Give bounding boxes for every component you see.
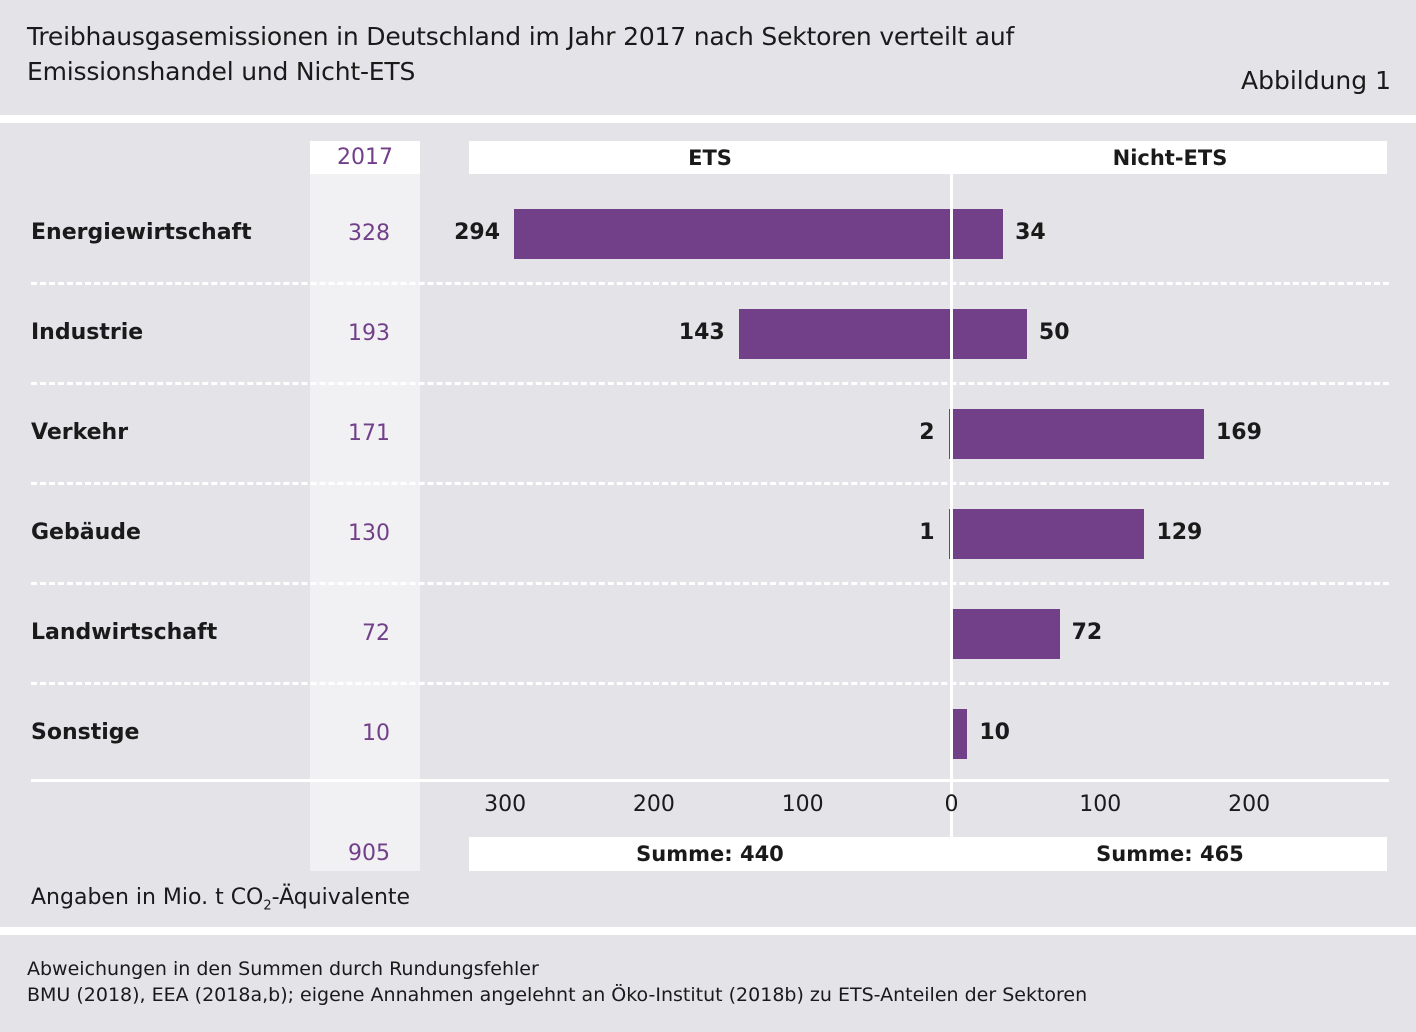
ets-column-header: ETS bbox=[469, 141, 951, 174]
non-ets-bar bbox=[952, 609, 1060, 659]
category-label: Gebäude bbox=[31, 520, 141, 545]
x-tick-label: 200 bbox=[1228, 792, 1271, 817]
unit-note-subscript: 2 bbox=[263, 898, 272, 914]
source-note: BMU (2018), EEA (2018a,b); eigene Annahm… bbox=[27, 984, 1088, 1006]
non-ets-bar bbox=[952, 509, 1145, 559]
row-separator bbox=[31, 682, 1389, 685]
category-total: 171 bbox=[348, 421, 390, 446]
category-label: Energiewirtschaft bbox=[31, 220, 252, 245]
year-column-header: 2017 bbox=[310, 141, 420, 174]
unit-note-prefix: Angaben in Mio. t CO bbox=[31, 885, 264, 910]
ets-bar bbox=[514, 209, 952, 259]
non-ets-bar-value: 34 bbox=[1015, 220, 1046, 245]
total-column-background bbox=[310, 141, 420, 871]
ets-sum: Summe: 440 bbox=[469, 837, 951, 871]
ets-bar bbox=[738, 309, 952, 359]
category-label: Industrie bbox=[31, 320, 144, 345]
row-separator bbox=[31, 282, 1389, 285]
category-label: Verkehr bbox=[31, 420, 129, 445]
category-total: 72 bbox=[362, 621, 390, 646]
ets-bar-value: 294 bbox=[454, 220, 501, 245]
ets-bar-value: 143 bbox=[678, 320, 725, 345]
non-ets-bar bbox=[952, 309, 1027, 359]
x-tick-label: 100 bbox=[1079, 792, 1122, 817]
grand-total-value: 905 bbox=[348, 841, 390, 866]
non-ets-column-header: Nicht-ETS bbox=[953, 141, 1387, 174]
chart-title-line-1: Treibhausgasemissionen in Deutschland im… bbox=[27, 22, 1015, 51]
footer-band bbox=[0, 935, 1416, 1032]
row-separator bbox=[31, 582, 1389, 585]
unit-note-suffix: -Äquivalente bbox=[271, 885, 411, 910]
x-tick-label: 300 bbox=[484, 792, 527, 817]
category-total: 130 bbox=[348, 521, 390, 546]
x-tick-label: 100 bbox=[781, 792, 824, 817]
non-ets-bar-value: 169 bbox=[1215, 420, 1262, 445]
figure-label: Abbildung 1 bbox=[1240, 66, 1391, 95]
ets-bar-value: 2 bbox=[919, 420, 935, 445]
x-tick-label: 0 bbox=[944, 792, 959, 817]
footnote: Abweichungen in den Summen durch Rundung… bbox=[27, 958, 539, 980]
non-ets-bar bbox=[952, 409, 1204, 459]
non-ets-bar-value: 72 bbox=[1071, 620, 1103, 645]
non-ets-bar bbox=[952, 709, 968, 759]
category-label: Sonstige bbox=[31, 720, 140, 745]
category-total: 10 bbox=[362, 721, 390, 746]
non-ets-bar bbox=[952, 209, 1004, 259]
non-ets-bar-value: 50 bbox=[1038, 320, 1070, 345]
category-label: Landwirtschaft bbox=[31, 620, 218, 645]
header-band bbox=[0, 0, 1416, 115]
zero-axis-line bbox=[950, 141, 953, 871]
x-tick-label: 200 bbox=[632, 792, 675, 817]
row-separator bbox=[31, 382, 1389, 385]
non-ets-bar-value: 10 bbox=[979, 720, 1010, 745]
category-total: 328 bbox=[348, 221, 390, 246]
non-ets-sum: Summe: 465 bbox=[953, 837, 1387, 871]
unit-note: Angaben in Mio. t CO2-Äquivalente bbox=[31, 885, 410, 913]
x-axis-line bbox=[31, 779, 1389, 782]
ets-bar-value: 1 bbox=[919, 520, 935, 545]
row-separator bbox=[31, 482, 1389, 485]
chart-title-line-2: Emissionshandel und Nicht-ETS bbox=[27, 57, 416, 86]
non-ets-bar-value: 129 bbox=[1156, 520, 1203, 545]
category-total: 193 bbox=[348, 321, 390, 346]
